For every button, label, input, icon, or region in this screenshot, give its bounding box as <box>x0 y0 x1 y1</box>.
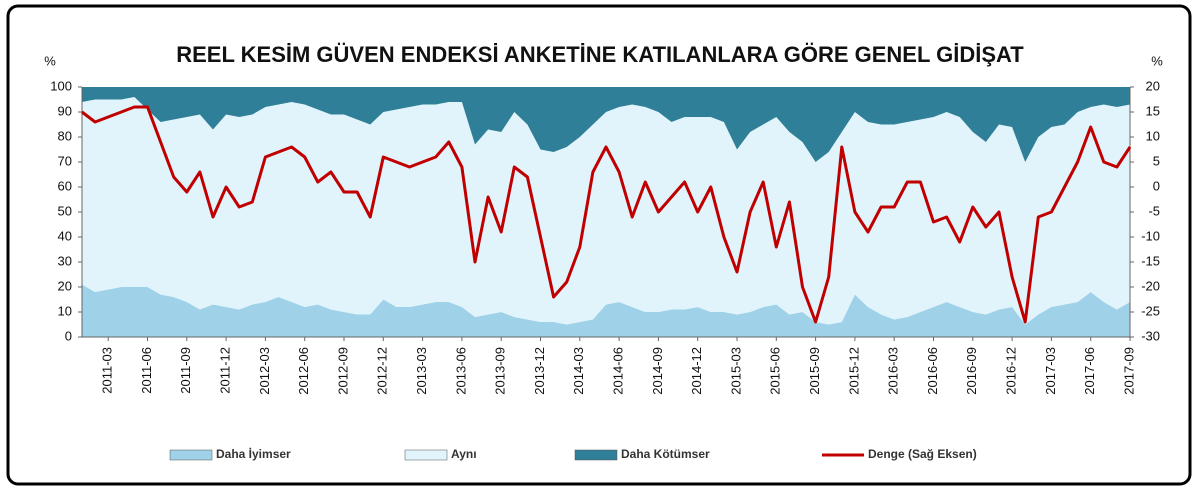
x-tick-label: 2016-09 <box>964 347 979 395</box>
x-tick-label: 2013-12 <box>532 347 547 395</box>
legend-swatch <box>574 449 618 461</box>
x-tick-label: 2015-09 <box>807 347 822 395</box>
x-tick-label: 2014-09 <box>650 347 665 395</box>
x-tick-label: 2014-12 <box>689 347 704 395</box>
y-tick-label: 0 <box>65 328 72 343</box>
x-tick-label: 2011-12 <box>218 347 233 394</box>
y2-tick-label: 10 <box>1146 128 1160 143</box>
y2-tick-label: -15 <box>1141 253 1160 268</box>
x-tick-label: 2013-03 <box>414 347 429 395</box>
x-tick-label: 2012-03 <box>257 347 272 395</box>
x-tick-label: 2012-06 <box>296 347 311 395</box>
x-tick-label: 2011-06 <box>139 347 154 394</box>
chart-title: REEL KESİM GÜVEN ENDEKSİ ANKETİNE KATILA… <box>176 42 1024 67</box>
x-tick-label: 2016-06 <box>925 347 940 395</box>
y2-axis-label: % <box>1151 53 1163 68</box>
y2-tick-label: -25 <box>1141 303 1160 318</box>
x-tick-label: 2011-03 <box>100 347 115 394</box>
area <box>82 97 1130 325</box>
y-tick-label: 30 <box>58 253 72 268</box>
y-axis-label: % <box>44 53 56 68</box>
y-tick-label: 100 <box>50 78 72 93</box>
x-tick-label: 2014-06 <box>611 347 626 395</box>
y2-tick-label: 5 <box>1153 153 1160 168</box>
area <box>82 87 1130 162</box>
y-tick-label: 10 <box>58 303 72 318</box>
x-tick-label: 2012-12 <box>375 347 390 395</box>
y2-tick-label: -5 <box>1148 203 1160 218</box>
y-tick-label: 80 <box>58 128 72 143</box>
y-tick-label: 90 <box>58 103 72 118</box>
legend-label: Aynı <box>451 447 477 461</box>
legend-swatch <box>404 449 448 461</box>
y-tick-label: 70 <box>58 153 72 168</box>
x-tick-label: 2015-12 <box>846 347 861 395</box>
y2-tick-label: 15 <box>1146 103 1160 118</box>
x-tick-label: 2017-06 <box>1082 347 1097 395</box>
x-tick-label: 2014-03 <box>571 347 586 395</box>
legend-label: Daha İyimser <box>216 446 291 461</box>
x-tick-label: 2016-12 <box>1004 347 1019 395</box>
y2-tick-label: -30 <box>1141 328 1160 343</box>
legend-swatch <box>169 449 213 461</box>
y-tick-label: 40 <box>58 228 72 243</box>
y-tick-label: 20 <box>58 278 72 293</box>
y-tick-label: 60 <box>58 178 72 193</box>
area <box>82 284 1130 337</box>
x-tick-label: 2016-03 <box>886 347 901 395</box>
x-tick-label: 2015-06 <box>768 347 783 395</box>
x-tick-label: 2015-03 <box>728 347 743 395</box>
x-tick-label: 2013-09 <box>493 347 508 395</box>
y2-tick-label: -20 <box>1141 278 1160 293</box>
x-tick-label: 2017-09 <box>1121 347 1136 395</box>
x-tick-label: 2012-09 <box>335 347 350 395</box>
x-tick-label: 2017-03 <box>1043 347 1058 395</box>
x-tick-label: 2013-06 <box>453 347 468 395</box>
legend-label: Denge (Sağ Eksen) <box>868 447 977 461</box>
y2-tick-label: 20 <box>1146 78 1160 93</box>
line <box>81 105 1132 324</box>
y-tick-label: 50 <box>58 203 72 218</box>
y2-tick-label: 0 <box>1153 178 1160 193</box>
y2-tick-label: -10 <box>1141 228 1160 243</box>
x-tick-label: 2011-09 <box>178 347 193 394</box>
legend-label: Daha Kötümser <box>621 447 710 461</box>
